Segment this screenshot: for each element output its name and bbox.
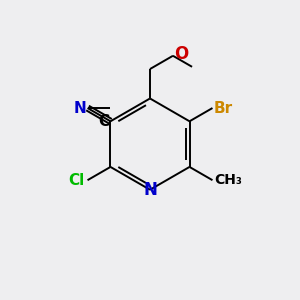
- Text: CH₃: CH₃: [214, 173, 242, 187]
- Text: O: O: [174, 45, 189, 63]
- Text: C: C: [98, 114, 109, 129]
- Text: N: N: [143, 181, 157, 199]
- Text: Cl: Cl: [68, 173, 85, 188]
- Text: N: N: [73, 100, 86, 116]
- Text: Br: Br: [214, 100, 233, 116]
